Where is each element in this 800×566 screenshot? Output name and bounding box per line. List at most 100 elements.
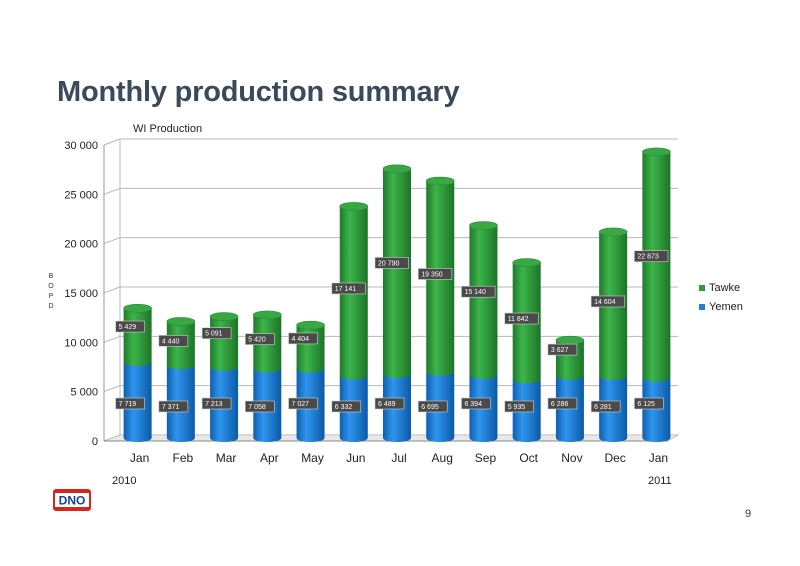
data-label-tawke-bg	[547, 343, 578, 356]
data-label-yemen-bg	[461, 397, 491, 410]
data-label-yemen-bg	[590, 400, 621, 413]
data-label-yemen: 6 695	[421, 404, 439, 411]
data-label-yemen: 7 027	[292, 401, 310, 408]
bar-tawke-top	[598, 227, 628, 237]
data-label-tawke-bg	[634, 250, 669, 263]
bar-tawke-top	[555, 335, 585, 345]
data-label-tawke: 5 429	[119, 324, 137, 331]
logo-text: DNO	[59, 494, 86, 508]
x-tick-label: Aug	[432, 451, 453, 465]
data-label-tawke-bg	[288, 332, 318, 345]
bar-tawke	[642, 151, 671, 382]
bar-tawke	[123, 308, 152, 366]
bar-tawke-top	[339, 202, 369, 211]
y-axis-label: P	[49, 293, 54, 300]
data-label-tawke: 5 091	[205, 331, 223, 338]
x-tick-label: May	[301, 451, 324, 465]
legend-swatch-yemen	[699, 304, 705, 310]
y-tick-label: 30 000	[64, 140, 98, 152]
data-label-tawke-bg	[590, 295, 626, 308]
data-label-tawke-bg	[331, 282, 366, 295]
bar-tawke-top	[469, 221, 498, 230]
data-label-tawke: 20 790	[378, 260, 400, 267]
bar-tawke-top	[512, 258, 541, 267]
data-label-yemen: 6 394	[464, 401, 482, 408]
data-label-tawke-bg	[461, 285, 496, 298]
dno-logo: DNO	[53, 489, 91, 511]
bar-tawke	[383, 168, 411, 378]
data-label-yemen-bg	[288, 397, 318, 410]
x-tick-label: Nov	[561, 451, 582, 465]
data-label-tawke-bg	[158, 335, 189, 347]
data-label-tawke: 5 420	[248, 337, 266, 344]
data-label-tawke: 22 873	[637, 254, 659, 261]
y-axis-label: B	[49, 273, 54, 280]
data-label-yemen: 6 489	[378, 401, 396, 408]
y-tick-label: 25 000	[64, 189, 98, 201]
data-label-tawke: 4 404	[292, 336, 310, 343]
bar-tawke-top	[425, 176, 455, 186]
data-label-yemen: 5 935	[508, 404, 526, 411]
data-label-tawke-bg	[115, 320, 145, 333]
x-tick-label: Oct	[519, 451, 538, 465]
x-tick-label: Jul	[391, 451, 406, 465]
bar-tawke-top	[209, 312, 239, 321]
data-label-yemen-bg	[158, 400, 189, 413]
data-label-yemen: 6 286	[551, 401, 569, 408]
data-label-tawke: 11 842	[508, 316, 529, 323]
data-label-yemen-bg	[504, 400, 534, 413]
data-label-yemen-bg	[115, 397, 145, 410]
year-label-end: 2011	[648, 475, 672, 487]
plot-area: 0 5 000 10 000 15 000 20 000 25 000 30 000 WI P…	[48, 123, 743, 487]
x-tick-label: Mar	[216, 451, 237, 465]
data-label-yemen-bg	[331, 400, 362, 413]
data-label-tawke: 3 627	[551, 347, 569, 354]
data-label-tawke-bg	[417, 268, 453, 280]
y-tick-label: 0	[92, 436, 98, 448]
data-label-yemen-bg	[245, 400, 275, 413]
legend-swatch-tawke	[699, 285, 705, 291]
data-label-tawke: 15 140	[464, 289, 486, 296]
bar-yemen	[642, 377, 671, 442]
data-label-yemen: 7 371	[162, 404, 180, 411]
data-label-tawke-bg	[201, 327, 232, 340]
data-label-yemen: 6 332	[335, 404, 353, 411]
bar-tawke-top	[253, 310, 282, 320]
data-label-tawke: 19 350	[421, 271, 443, 278]
y-tick-label: 5 000	[70, 387, 98, 399]
x-tick-label: Dec	[604, 451, 625, 465]
data-label-yemen-bg	[201, 397, 232, 410]
y-tick-label: 10 000	[64, 337, 98, 349]
bar-tawke	[210, 316, 239, 371]
bar-tawke-top	[382, 164, 412, 174]
data-label-yemen-bg	[417, 400, 448, 413]
year-label-start: 2010	[112, 475, 136, 487]
bar-tawke-top	[123, 303, 152, 313]
x-tick-label: Feb	[173, 451, 194, 465]
data-label-yemen: 7 058	[248, 404, 266, 411]
page-title: Monthly production summary	[57, 76, 460, 108]
data-label-yemen: 6 281	[594, 404, 612, 411]
data-label-yemen-bg	[634, 397, 664, 410]
data-label-tawke: 4 440	[162, 338, 180, 345]
data-label-yemen-bg	[374, 397, 405, 410]
bar-tawke-top	[642, 147, 671, 157]
x-tick-label: Apr	[260, 451, 279, 465]
data-label-tawke-bg	[504, 312, 539, 325]
x-tick-label: Jan	[649, 451, 668, 465]
x-tick-label: Jan	[130, 451, 149, 465]
legend-label-tawke: Tawke	[709, 282, 740, 294]
x-tick-label: Jun	[346, 451, 365, 465]
y-axis-label: O	[48, 283, 54, 290]
data-label-yemen-bg	[547, 397, 578, 410]
legend-label-yemen: Yemen	[709, 301, 743, 313]
chart-title: WI Production	[133, 123, 202, 135]
data-label-tawke-bg	[374, 257, 409, 269]
bar-tawke-top	[166, 317, 196, 326]
y-axis-label: D	[48, 303, 53, 310]
data-label-yemen: 7 719	[119, 401, 137, 408]
page-number: 9	[745, 508, 752, 520]
x-tick-label: Sep	[475, 451, 497, 465]
bar-tawke-top	[296, 320, 325, 330]
